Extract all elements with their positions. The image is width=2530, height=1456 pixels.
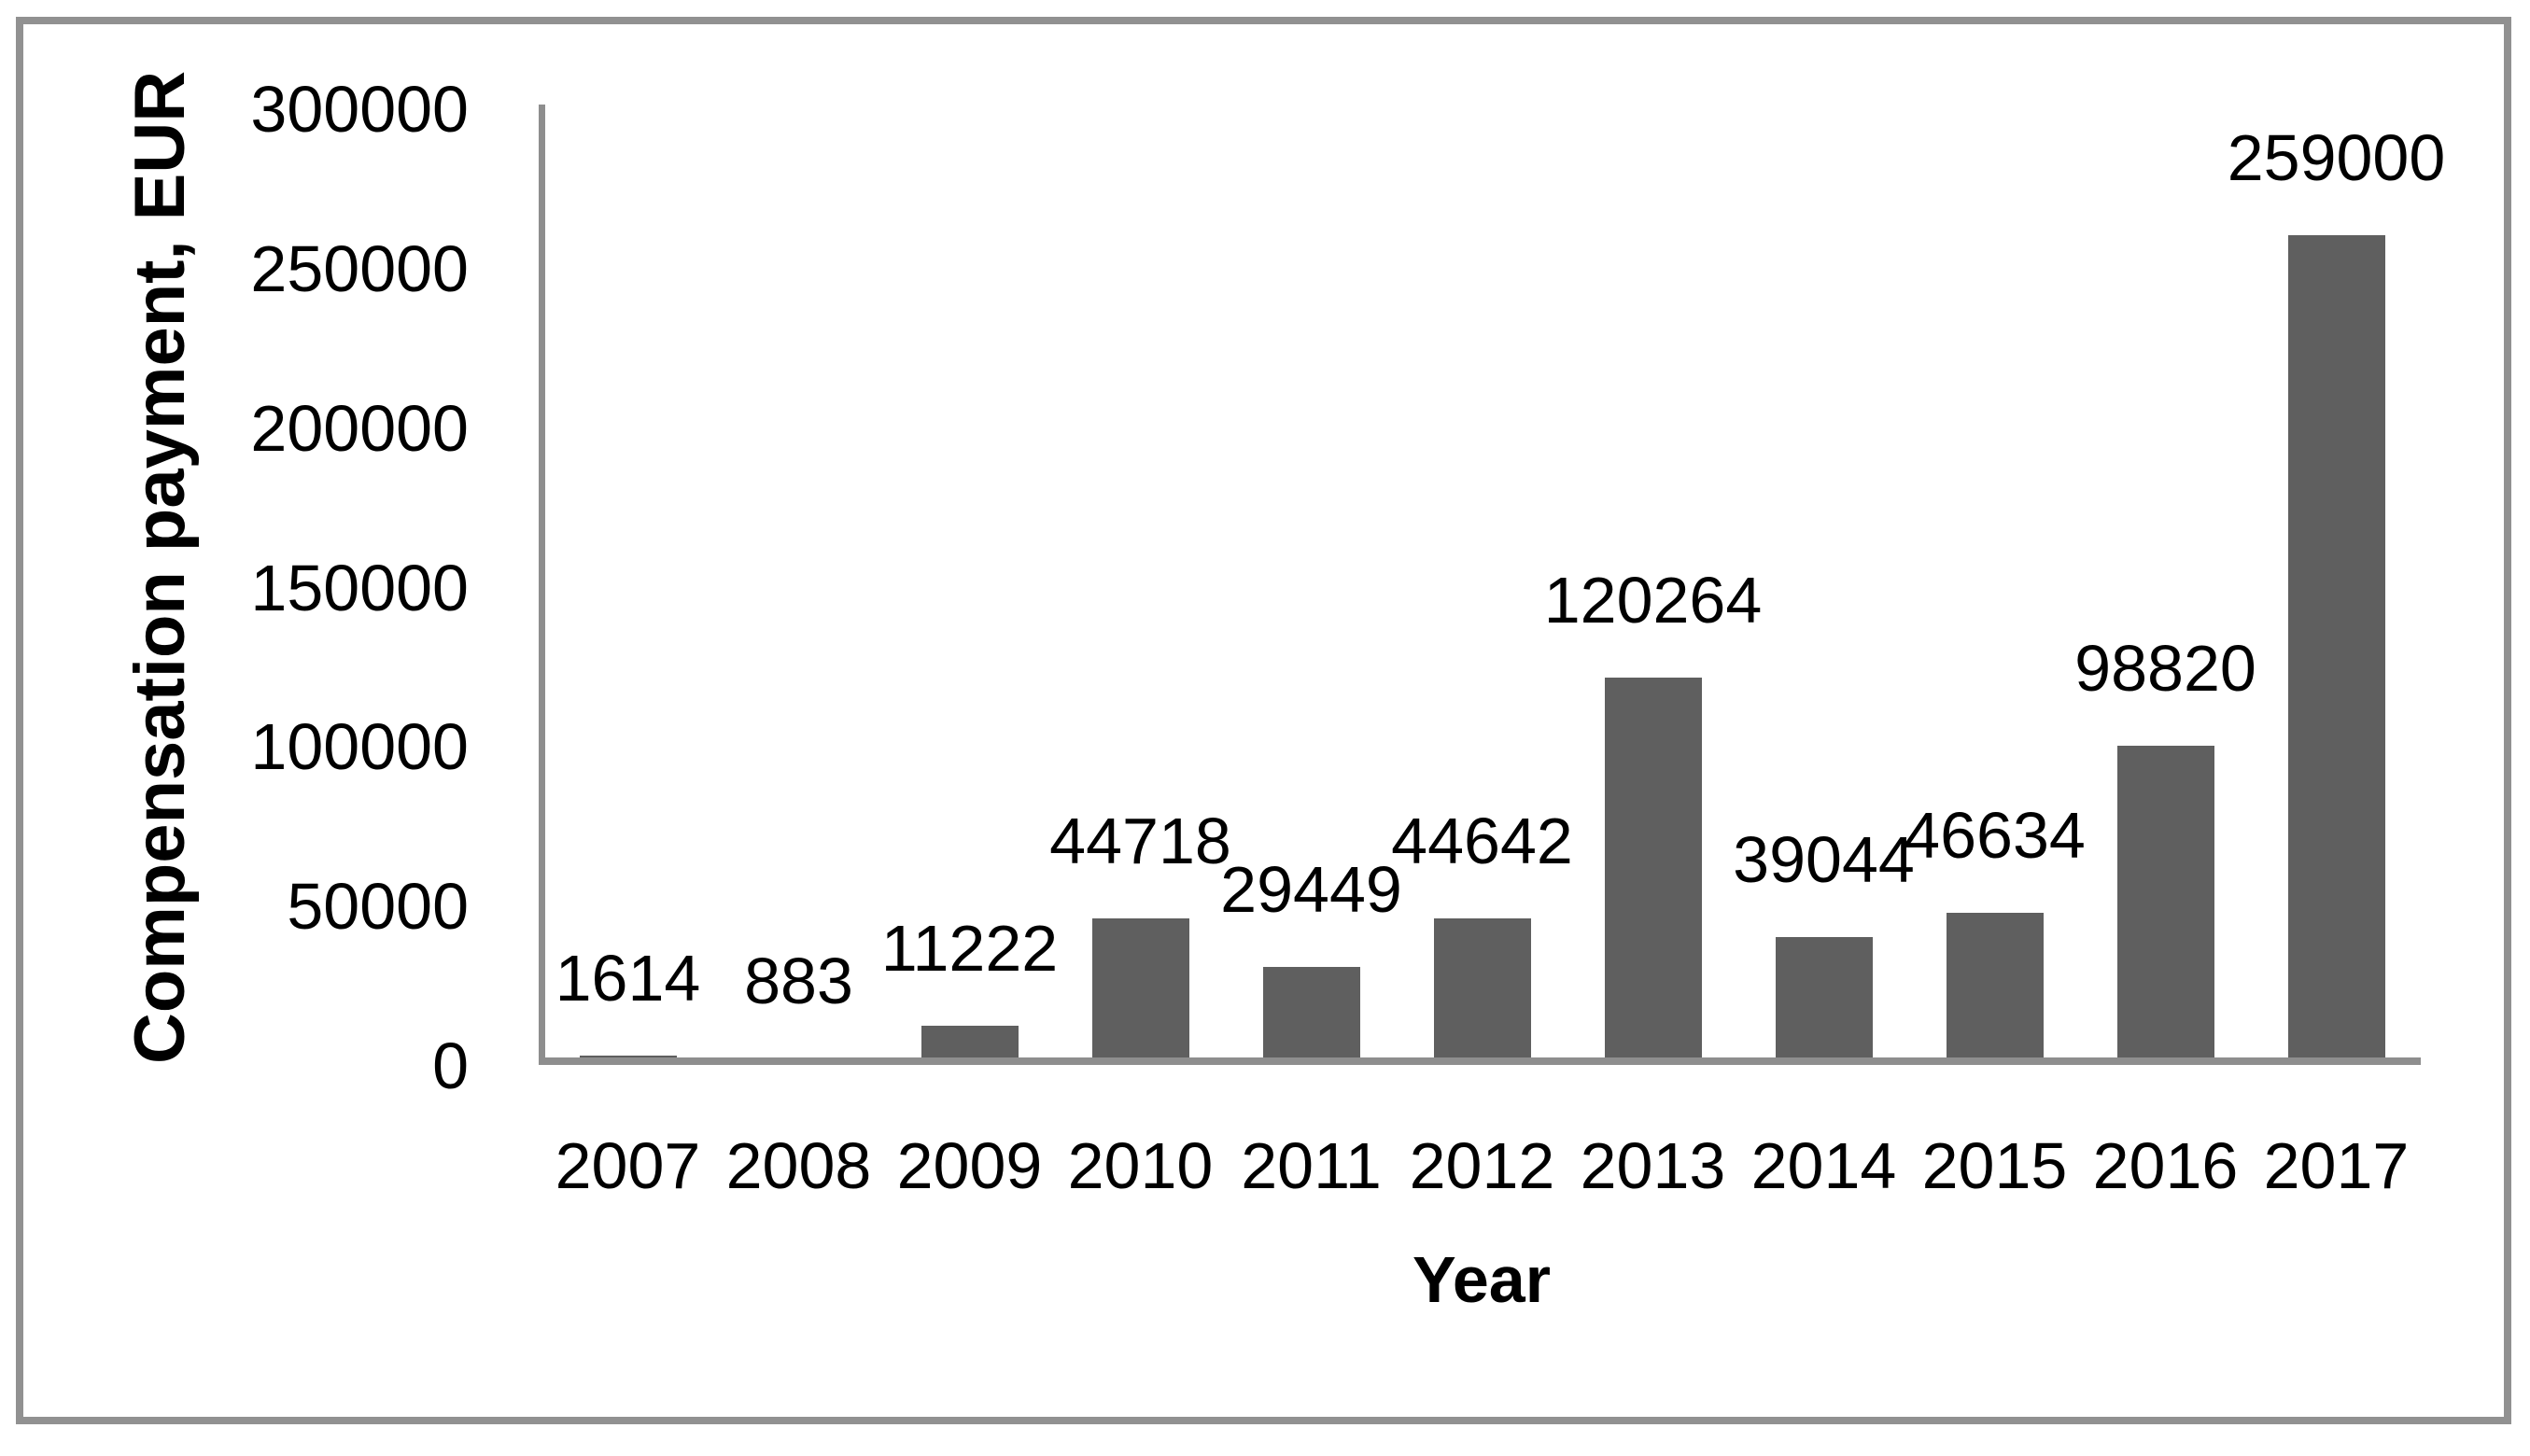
bar [1775,936,1873,1061]
bar [1946,912,2044,1061]
y-tick-label: 50000 [287,870,469,944]
x-axis-title: Year [1413,1243,1551,1316]
x-tick-label: 2014 [1750,1129,1897,1202]
bar-value-label: 259000 [2227,121,2446,195]
bar [1604,678,1702,1061]
x-tick-label: 2016 [2092,1129,2239,1202]
y-tick-label: 0 [432,1029,469,1102]
x-tick-label: 2010 [1067,1129,1214,1202]
bar-value-label: 120264 [1543,564,1763,637]
y-tick-label: 250000 [250,231,469,305]
bar [1091,918,1189,1061]
y-axis-line [539,105,545,1065]
bar-value-label: 1614 [555,942,701,1015]
bar-value-label: 11222 [880,911,1059,985]
bar [2116,746,2214,1061]
bar-value-label: 29449 [1220,853,1402,927]
bar-value-label: 39044 [1733,822,1915,896]
y-tick-label: 150000 [250,551,469,624]
x-tick-label: 2017 [2263,1129,2410,1202]
x-tick-label: 2008 [725,1129,872,1202]
bar-value-label: 98820 [2074,632,2256,706]
x-tick-label: 2015 [1921,1129,2068,1202]
bar [1433,918,1531,1061]
bar-value-label: 46634 [1904,798,2086,872]
bar [1262,967,1360,1061]
x-axis-line [539,1057,2421,1065]
x-tick-label: 2011 [1241,1129,1382,1202]
x-tick-label: 2007 [555,1129,701,1202]
bar [921,1025,1019,1061]
x-tick-label: 2009 [896,1129,1043,1202]
bar-value-label: 44718 [1049,805,1231,878]
bar-value-label: 44642 [1391,805,1573,878]
x-tick-label: 2012 [1409,1129,1555,1202]
x-tick-label: 2013 [1580,1129,1726,1202]
bar-value-label: 883 [744,944,853,1017]
y-tick-label: 100000 [250,710,469,784]
bar [2287,235,2385,1061]
y-tick-label: 200000 [250,391,469,465]
y-tick-label: 300000 [250,73,469,146]
chart-frame [16,17,2511,1424]
